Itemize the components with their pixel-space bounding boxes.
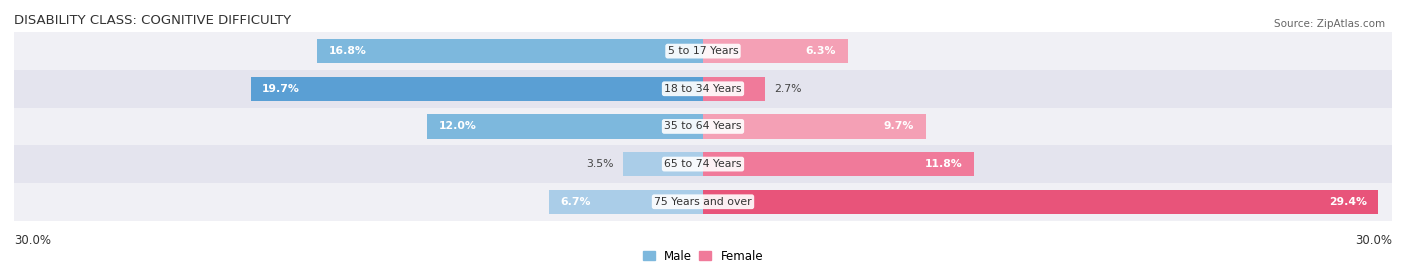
- Text: 3.5%: 3.5%: [586, 159, 613, 169]
- Bar: [703, 39, 848, 63]
- Bar: [318, 39, 703, 63]
- Text: 12.0%: 12.0%: [439, 121, 477, 132]
- Text: 29.4%: 29.4%: [1329, 197, 1367, 207]
- Text: 65 to 74 Years: 65 to 74 Years: [664, 159, 742, 169]
- Text: 30.0%: 30.0%: [14, 234, 51, 247]
- Bar: [14, 70, 1392, 108]
- Bar: [623, 152, 703, 176]
- Bar: [550, 189, 703, 214]
- Bar: [703, 114, 925, 139]
- Bar: [14, 145, 1392, 183]
- Text: 6.7%: 6.7%: [561, 197, 591, 207]
- Text: 16.8%: 16.8%: [329, 46, 367, 56]
- Text: 18 to 34 Years: 18 to 34 Years: [664, 84, 742, 94]
- Bar: [703, 152, 974, 176]
- Text: 6.3%: 6.3%: [806, 46, 837, 56]
- Text: 30.0%: 30.0%: [1355, 234, 1392, 247]
- Bar: [250, 76, 703, 101]
- Text: 35 to 64 Years: 35 to 64 Years: [664, 121, 742, 132]
- Text: 19.7%: 19.7%: [262, 84, 299, 94]
- Text: 5 to 17 Years: 5 to 17 Years: [668, 46, 738, 56]
- Text: 2.7%: 2.7%: [775, 84, 801, 94]
- Bar: [14, 32, 1392, 70]
- Bar: [703, 76, 765, 101]
- Bar: [427, 114, 703, 139]
- Text: 75 Years and over: 75 Years and over: [654, 197, 752, 207]
- Text: Source: ZipAtlas.com: Source: ZipAtlas.com: [1274, 19, 1385, 29]
- Bar: [703, 189, 1378, 214]
- Text: DISABILITY CLASS: COGNITIVE DIFFICULTY: DISABILITY CLASS: COGNITIVE DIFFICULTY: [14, 14, 291, 27]
- Text: 11.8%: 11.8%: [925, 159, 963, 169]
- Legend: Male, Female: Male, Female: [638, 245, 768, 267]
- Bar: [14, 108, 1392, 145]
- Bar: [14, 183, 1392, 221]
- Text: 9.7%: 9.7%: [884, 121, 914, 132]
